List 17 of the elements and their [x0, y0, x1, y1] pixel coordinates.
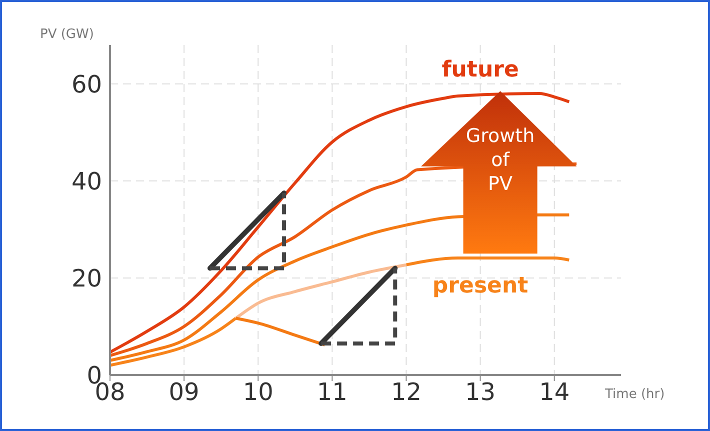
- x-tick-label: 13: [465, 378, 496, 406]
- y-tick-label: 40: [71, 167, 102, 196]
- y-axis-title: PV (GW): [40, 27, 94, 42]
- series-label: future: [442, 58, 519, 83]
- x-tick-label: 12: [390, 378, 422, 406]
- x-tick-label: 10: [242, 378, 274, 406]
- annotation: Growth of PV: [466, 125, 535, 196]
- x-tick-label: 09: [168, 378, 200, 406]
- y-tick-label: 20: [71, 264, 102, 292]
- line-series: [110, 92, 571, 354]
- x-tick-label: 11: [316, 378, 348, 406]
- x-axis-title: Time (hr): [604, 387, 665, 402]
- x-tick-label: 14: [539, 378, 570, 406]
- line-series: [234, 263, 408, 320]
- line-series: [234, 316, 326, 346]
- series-label: present: [432, 274, 529, 298]
- y-tick-label: 60: [71, 70, 102, 98]
